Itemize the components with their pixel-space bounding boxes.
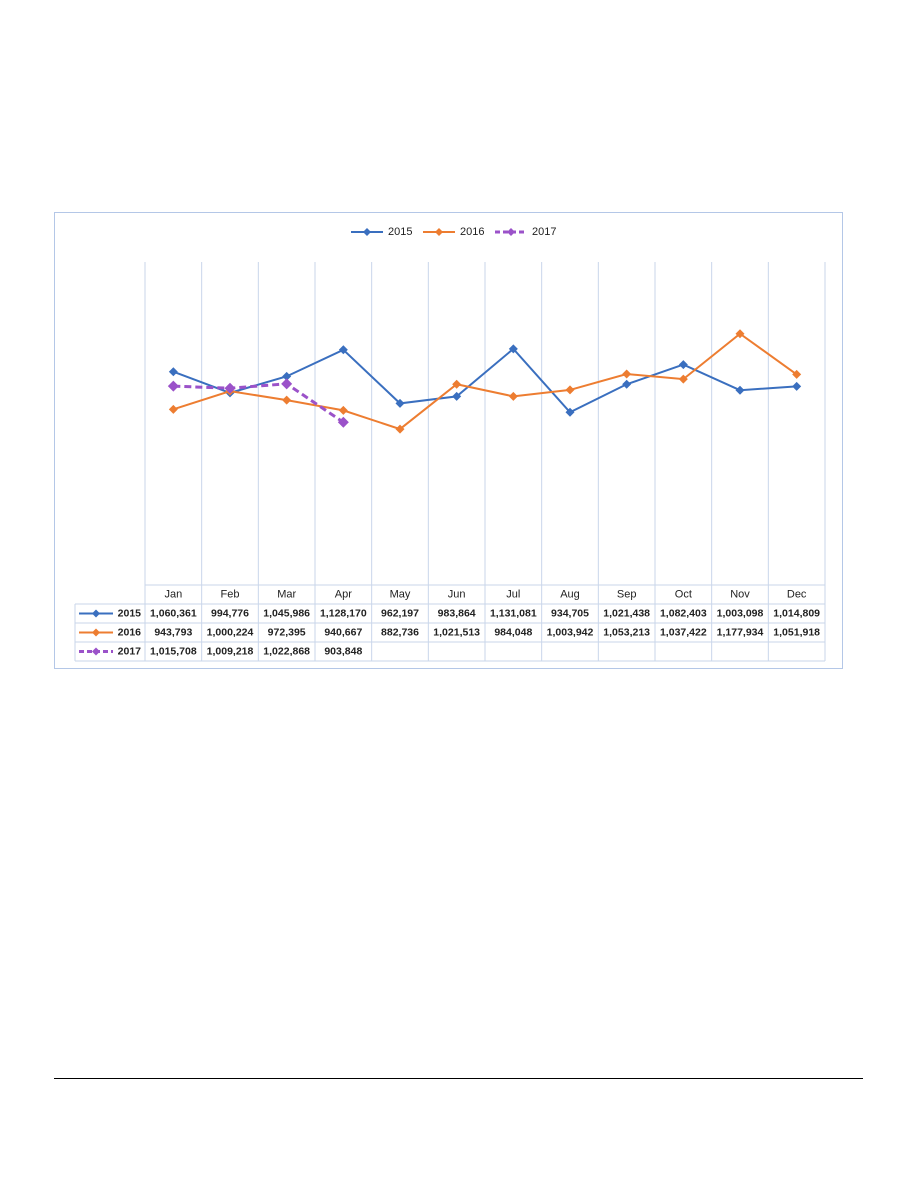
point (338, 345, 348, 355)
table-cell: 1,015,708 (150, 645, 197, 657)
table-cell: 1,003,942 (547, 626, 594, 638)
x-tick-label: Nov (730, 588, 750, 600)
table-legend-marker (92, 647, 100, 656)
series-line (173, 382, 345, 424)
point (337, 416, 349, 428)
point (622, 379, 632, 389)
table-cell: 983,864 (438, 607, 476, 619)
table-series-name: 2016 (118, 626, 142, 638)
series-line (172, 347, 797, 414)
table-cell: 934,705 (551, 607, 589, 619)
table-cell: 1,053,213 (603, 626, 650, 638)
point (395, 398, 405, 408)
x-tick-label: Oct (675, 588, 692, 600)
point (168, 404, 178, 414)
table-cell: 994,776 (211, 607, 249, 619)
table-cell: 1,131,081 (490, 607, 537, 619)
table-legend-marker (92, 609, 100, 618)
table-cell: 1,082,403 (660, 607, 707, 619)
point (622, 369, 632, 379)
point (452, 379, 462, 389)
table-cell: 943,793 (154, 626, 192, 638)
point (792, 381, 802, 391)
legend-marker (507, 228, 515, 236)
point (224, 382, 236, 394)
point (452, 391, 462, 401)
point (338, 405, 348, 415)
point (282, 395, 292, 405)
table-cell: 1,037,422 (660, 626, 707, 638)
point (167, 380, 179, 392)
table-cell: 1,060,361 (150, 607, 197, 619)
x-tick-label: Jun (448, 588, 466, 600)
legend-marker (363, 228, 371, 236)
table-cell: 984,048 (494, 626, 532, 638)
point (168, 367, 178, 377)
point (565, 385, 575, 395)
series-line (173, 332, 798, 431)
point (281, 378, 293, 390)
point (282, 371, 292, 381)
table-cell: 1,000,224 (207, 626, 254, 638)
x-tick-label: Aug (560, 588, 580, 600)
table-cell: 882,736 (381, 626, 419, 638)
table-cell: 1,045,986 (263, 607, 310, 619)
point (395, 424, 405, 434)
point (565, 407, 575, 417)
legend-label: 2016 (460, 226, 484, 238)
table-cell: 1,021,438 (603, 607, 650, 619)
table-cell: 1,021,513 (433, 626, 480, 638)
x-tick-label: Feb (221, 588, 240, 600)
x-tick-label: May (390, 588, 411, 600)
table-cell: 1,177,934 (717, 626, 764, 638)
point (678, 374, 688, 384)
x-tick-label: Jul (506, 588, 520, 600)
point (735, 385, 745, 395)
x-tick-label: Dec (787, 588, 807, 600)
x-tick-label: Apr (335, 588, 352, 600)
x-tick-label: Sep (617, 588, 637, 600)
table-cell: 1,009,218 (207, 645, 254, 657)
legend-label: 2015 (388, 226, 412, 238)
x-tick-label: Mar (277, 588, 296, 600)
table-series-name: 2017 (118, 645, 142, 657)
table-cell: 1,014,809 (773, 607, 820, 619)
point (678, 360, 688, 370)
x-tick-label: Jan (164, 588, 182, 600)
point (508, 391, 518, 401)
point (792, 369, 802, 379)
table-cell: 903,848 (324, 645, 362, 657)
table-cell: 1,022,868 (263, 645, 310, 657)
legend-marker (435, 228, 443, 236)
table-legend-marker (92, 628, 100, 637)
legend-label: 2017 (532, 226, 556, 238)
table-cell: 940,667 (324, 626, 362, 638)
point (508, 344, 518, 354)
table-cell: 1,003,098 (717, 607, 764, 619)
table-cell: 972,395 (268, 626, 306, 638)
point (735, 329, 745, 339)
table-series-name: 2015 (118, 607, 142, 619)
table-cell: 1,051,918 (773, 626, 820, 638)
table-cell: 962,197 (381, 607, 419, 619)
table-cell: 1,128,170 (320, 607, 367, 619)
